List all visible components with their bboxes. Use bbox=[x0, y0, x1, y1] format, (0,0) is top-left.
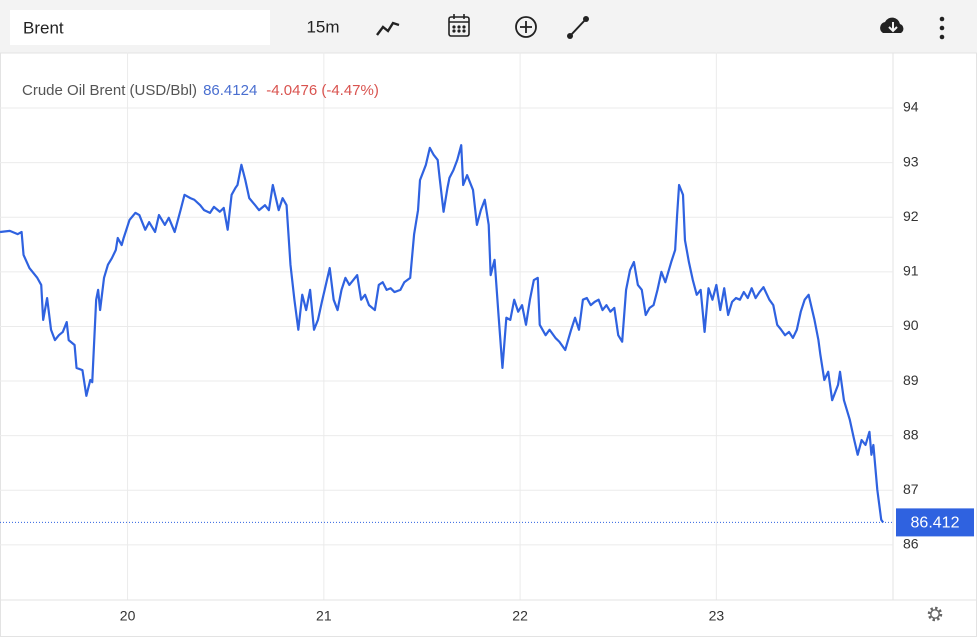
y-tick-label: 93 bbox=[903, 153, 919, 169]
menu-icon[interactable] bbox=[939, 16, 945, 40]
calendar-icon[interactable] bbox=[448, 14, 470, 37]
y-tick-label: 88 bbox=[903, 426, 919, 442]
y-tick-label: 86 bbox=[903, 536, 919, 552]
draw-icon[interactable] bbox=[567, 16, 589, 39]
last-price-box bbox=[896, 508, 974, 537]
y-tick-label: 92 bbox=[903, 208, 919, 224]
y-tick-label: 94 bbox=[903, 99, 919, 115]
y-tick-label: 87 bbox=[903, 481, 919, 497]
x-tick-label: 22 bbox=[512, 608, 528, 624]
y-tick-label: 90 bbox=[903, 317, 919, 333]
price-line bbox=[0, 144, 885, 524]
last-price-label: 86.412 bbox=[911, 515, 960, 532]
download-icon[interactable] bbox=[880, 17, 904, 33]
compare-icon[interactable] bbox=[515, 16, 537, 38]
search-text[interactable]: Brent bbox=[23, 18, 64, 37]
chart-header: Crude Oil Brent (USD/Bbl) 86.4124 -4.0476 … bbox=[22, 82, 379, 99]
price: 86.4124 bbox=[203, 82, 257, 99]
frame bbox=[0, 52, 977, 637]
y-tick-label: 91 bbox=[903, 263, 919, 279]
x-tick-label: 20 bbox=[120, 608, 136, 624]
x-tick-label: 21 bbox=[316, 608, 332, 624]
y-tick-label: 89 bbox=[903, 372, 919, 388]
change: -4.0476 (-4.47%) bbox=[266, 82, 379, 99]
series-name: Crude Oil Brent (USD/Bbl) bbox=[22, 82, 197, 99]
search-box[interactable] bbox=[10, 10, 270, 45]
chart-type-icon[interactable] bbox=[376, 21, 400, 36]
interval[interactable]: 15m bbox=[306, 17, 339, 36]
x-tick-label: 23 bbox=[709, 608, 725, 624]
gear-icon[interactable] bbox=[927, 606, 943, 622]
